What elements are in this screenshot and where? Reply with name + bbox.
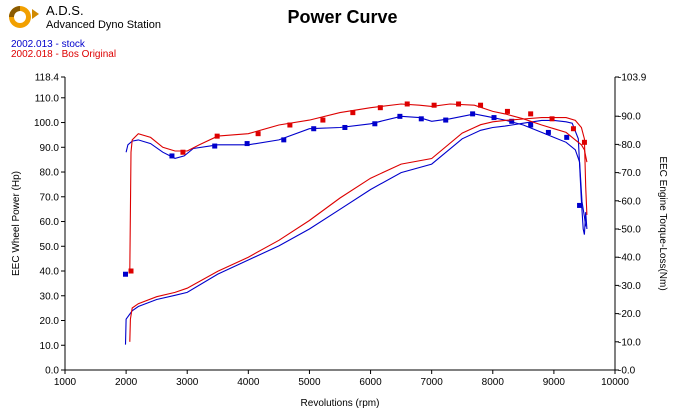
power-marker-bos [478, 102, 484, 108]
y-right-tick-label: -60.0 [618, 196, 641, 207]
power-marker-stock [311, 126, 317, 132]
y-left-tick-label: 110.0 [35, 93, 60, 104]
y-left-tick-label: 90.0 [40, 143, 60, 154]
power-marker-stock [342, 124, 348, 130]
y-right-tick-label: -0.0 [618, 366, 636, 377]
brand-subtitle: Advanced Dyno Station [46, 19, 161, 31]
power-marker-bos [377, 105, 383, 111]
y-right-tick-label: -90.0 [618, 112, 641, 123]
torque-line-bos [129, 117, 588, 342]
x-tick-label: 1000 [54, 377, 77, 388]
power-marker-stock [212, 143, 218, 149]
power-marker-stock [281, 137, 287, 143]
x-axis-title: Revolutions (rpm) [301, 398, 380, 409]
power-marker-stock [545, 129, 551, 135]
power-marker-bos [570, 126, 576, 132]
y-left-tick-label: 40.0 [40, 267, 60, 278]
power-marker-bos [320, 117, 326, 123]
power-marker-bos [180, 149, 186, 155]
legend-entry-bos: 2002.018 - Bos Original [11, 49, 117, 60]
brand-name: A.D.S. [46, 3, 84, 18]
power-marker-bos [456, 101, 462, 107]
y-axis-left-title: EEC Wheel Power (Hp) [11, 171, 22, 276]
power-marker-bos [350, 110, 356, 116]
y-right-tick-label: -30.0 [618, 281, 641, 292]
power-marker-bos [287, 122, 293, 128]
brand-block: A.D.S. Advanced Dyno Station [46, 4, 161, 32]
power-marker-bos [581, 139, 587, 145]
y-left-tick-label: 60.0 [40, 217, 60, 228]
x-tick-label: 5000 [298, 377, 321, 388]
x-tick-label: 3000 [176, 377, 199, 388]
power-marker-stock [443, 117, 449, 123]
power-marker-bos [504, 108, 510, 114]
y-right-tick-label: -103.9 [618, 73, 647, 84]
power-marker-bos [214, 133, 220, 139]
y-left-tick-label: 118.4 [35, 73, 60, 84]
power-marker-stock [564, 134, 570, 140]
y-right-tick-label: -40.0 [618, 253, 641, 264]
y-left-tick-label: 0.0 [45, 366, 59, 377]
y-right-tick-label: -10.0 [618, 337, 641, 348]
power-marker-bos [431, 102, 437, 108]
x-tick-label: 8000 [482, 377, 505, 388]
y-left-tick-label: 20.0 [40, 316, 60, 327]
power-marker-stock [244, 141, 250, 147]
torque-line-stock [124, 119, 588, 345]
power-marker-stock [470, 111, 476, 117]
y-right-tick-label: -50.0 [618, 224, 641, 235]
power-marker-bos [528, 111, 534, 117]
y-left-tick-label: 80.0 [40, 168, 60, 179]
power-marker-stock [397, 113, 403, 119]
power-marker-stock [528, 122, 534, 128]
ads-gear-logo-icon [9, 6, 39, 28]
power-marker-stock [169, 153, 175, 159]
power-line-stock [125, 113, 587, 227]
x-tick-label: 9000 [543, 377, 566, 388]
power-marker-stock [418, 116, 424, 122]
y-axis-right-title: EEC Engine Torque-Loss(Nm) [657, 156, 668, 290]
y-left-tick-label: 30.0 [40, 291, 60, 302]
y-right-tick-label: -20.0 [618, 309, 641, 320]
power-marker-bos [549, 116, 555, 122]
power-marker-stock [491, 115, 497, 121]
power-marker-bos [404, 101, 410, 107]
power-marker-stock [577, 202, 583, 208]
x-tick-label: 7000 [421, 377, 444, 388]
legend-entry-stock: 2002.013 - stock [11, 39, 85, 50]
x-tick-label: 6000 [359, 377, 382, 388]
power-marker-stock [509, 118, 515, 124]
y-right-tick-label: -80.0 [618, 140, 641, 151]
power-line-bos [129, 103, 588, 272]
power-marker-bos [128, 268, 134, 274]
x-tick-label: 4000 [237, 377, 260, 388]
power-marker-stock [372, 121, 378, 127]
chart-title: Power Curve [287, 7, 398, 27]
power-marker-stock [123, 271, 128, 277]
x-tick-label: 10000 [601, 377, 629, 388]
y-right-tick-label: -70.0 [618, 168, 641, 179]
power-marker-bos [255, 131, 261, 137]
y-left-tick-label: 100.0 [34, 118, 59, 129]
y-left-tick-label: 50.0 [40, 242, 60, 253]
y-left-tick-label: 10.0 [40, 341, 60, 352]
y-left-tick-label: 70.0 [40, 192, 60, 203]
x-tick-label: 2000 [115, 377, 138, 388]
